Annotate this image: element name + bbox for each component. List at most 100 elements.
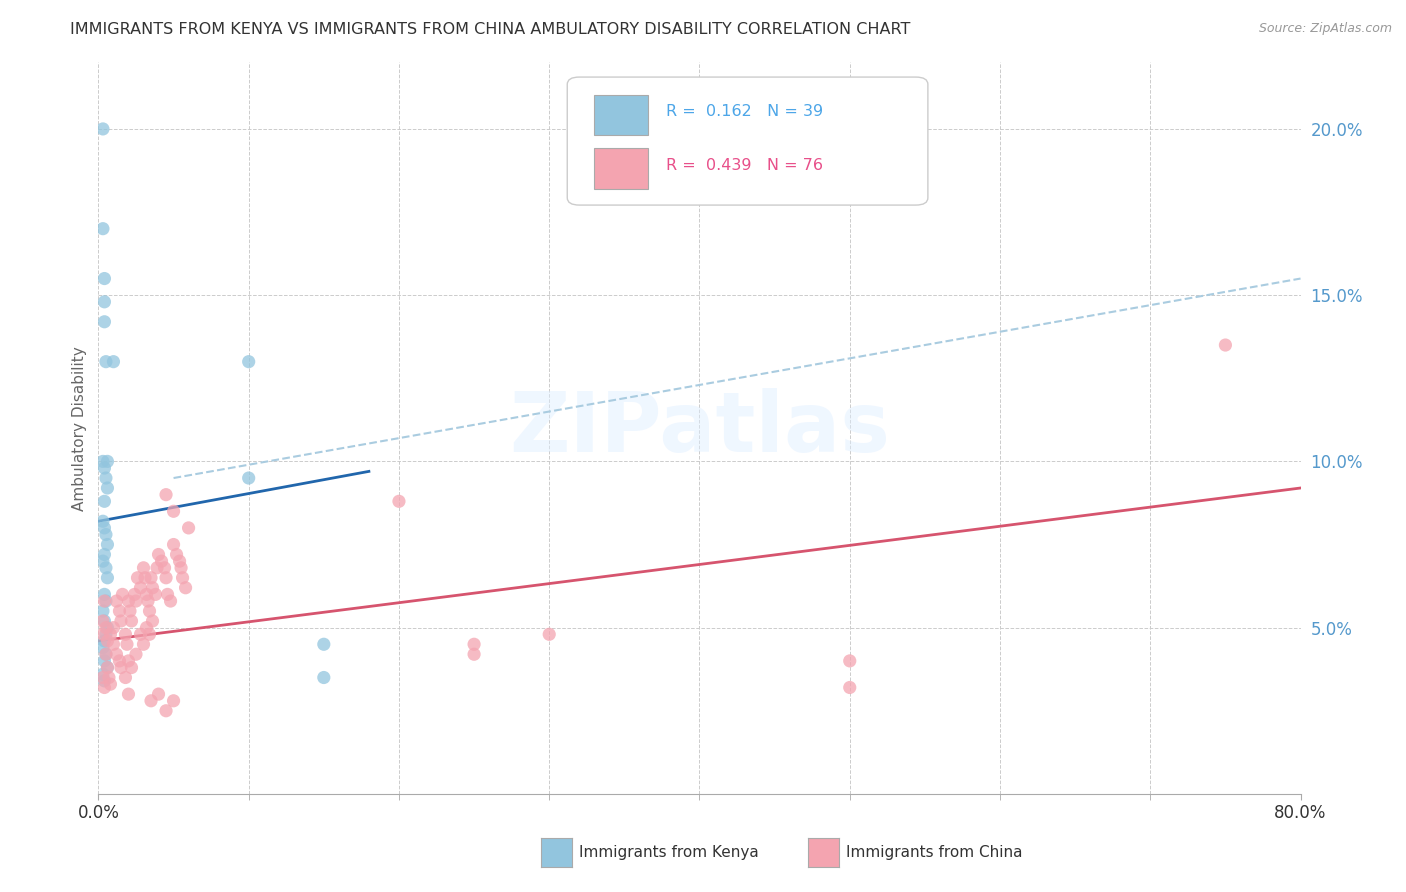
Point [93, 461, 115, 475]
Point [162, 694, 184, 708]
Point [94, 594, 117, 608]
Point [135, 621, 157, 635]
Point [238, 471, 260, 485]
Point [117, 594, 139, 608]
Point [93, 634, 115, 648]
Point [463, 647, 485, 661]
Point [103, 637, 125, 651]
Point [91, 604, 114, 618]
Point [166, 548, 188, 562]
Point [148, 687, 170, 701]
Point [94, 647, 117, 661]
Point [93, 548, 115, 562]
Point [91, 221, 114, 235]
Point [114, 671, 136, 685]
Point [94, 354, 117, 368]
Point [103, 354, 125, 368]
Point [124, 587, 146, 601]
Point [100, 627, 122, 641]
Point [100, 677, 122, 691]
Point [93, 271, 115, 285]
Point [463, 637, 485, 651]
Point [96, 660, 118, 674]
Point [1215, 338, 1237, 352]
Point [170, 561, 193, 575]
Point [162, 537, 184, 551]
Point [94, 621, 117, 635]
Point [129, 581, 152, 595]
Point [177, 521, 200, 535]
Point [94, 471, 117, 485]
Point [96, 454, 118, 468]
Point [94, 561, 117, 575]
Point [91, 667, 114, 681]
Point [388, 494, 411, 508]
Point [132, 637, 155, 651]
Point [125, 594, 148, 608]
Point [94, 527, 117, 541]
Point [312, 637, 335, 651]
Point [121, 614, 143, 628]
Point [139, 694, 162, 708]
Point [312, 671, 335, 685]
Point [93, 673, 115, 688]
Text: Immigrants from China: Immigrants from China [846, 846, 1024, 860]
Point [94, 627, 117, 641]
Point [155, 704, 177, 718]
Point [169, 554, 191, 568]
Point [91, 671, 114, 685]
Point [129, 627, 152, 641]
Point [110, 660, 132, 674]
Point [91, 122, 114, 136]
Point [96, 621, 118, 635]
Point [136, 594, 159, 608]
Point [159, 594, 181, 608]
Point [145, 587, 167, 601]
Point [105, 594, 128, 608]
Point [117, 654, 139, 668]
Point [838, 654, 860, 668]
Text: IMMIGRANTS FROM KENYA VS IMMIGRANTS FROM CHINA AMBULATORY DISABILITY CORRELATION: IMMIGRANTS FROM KENYA VS IMMIGRANTS FROM… [70, 22, 911, 37]
Point [538, 627, 561, 641]
Point [93, 654, 115, 668]
Text: ZIPatlas: ZIPatlas [509, 388, 890, 468]
Point [146, 561, 169, 575]
Point [115, 637, 138, 651]
Y-axis label: Ambulatory Disability: Ambulatory Disability [72, 346, 87, 510]
Point [93, 294, 115, 309]
Point [155, 488, 177, 502]
Point [174, 581, 197, 595]
Text: R =  0.162   N = 39: R = 0.162 N = 39 [666, 104, 823, 120]
Point [93, 587, 115, 601]
FancyBboxPatch shape [567, 77, 928, 205]
Text: Immigrants from Kenya: Immigrants from Kenya [579, 846, 759, 860]
Point [108, 604, 131, 618]
Point [117, 687, 139, 701]
Point [155, 571, 177, 585]
Text: R =  0.439   N = 76: R = 0.439 N = 76 [666, 158, 823, 173]
Point [134, 571, 156, 585]
Point [103, 621, 125, 635]
Point [96, 660, 118, 674]
Point [93, 315, 115, 329]
Point [114, 627, 136, 641]
Point [93, 594, 115, 608]
Point [105, 647, 128, 661]
Point [238, 354, 260, 368]
Point [91, 640, 114, 655]
Text: Source: ZipAtlas.com: Source: ZipAtlas.com [1258, 22, 1392, 36]
Point [91, 454, 114, 468]
Point [93, 521, 115, 535]
Point [125, 647, 148, 661]
Point [91, 514, 114, 528]
Point [93, 681, 115, 695]
Point [150, 554, 173, 568]
FancyBboxPatch shape [593, 95, 648, 136]
Point [97, 671, 120, 685]
Point [110, 614, 132, 628]
Point [148, 548, 170, 562]
FancyBboxPatch shape [593, 148, 648, 189]
Point [111, 587, 134, 601]
Point [172, 571, 194, 585]
Point [141, 614, 163, 628]
